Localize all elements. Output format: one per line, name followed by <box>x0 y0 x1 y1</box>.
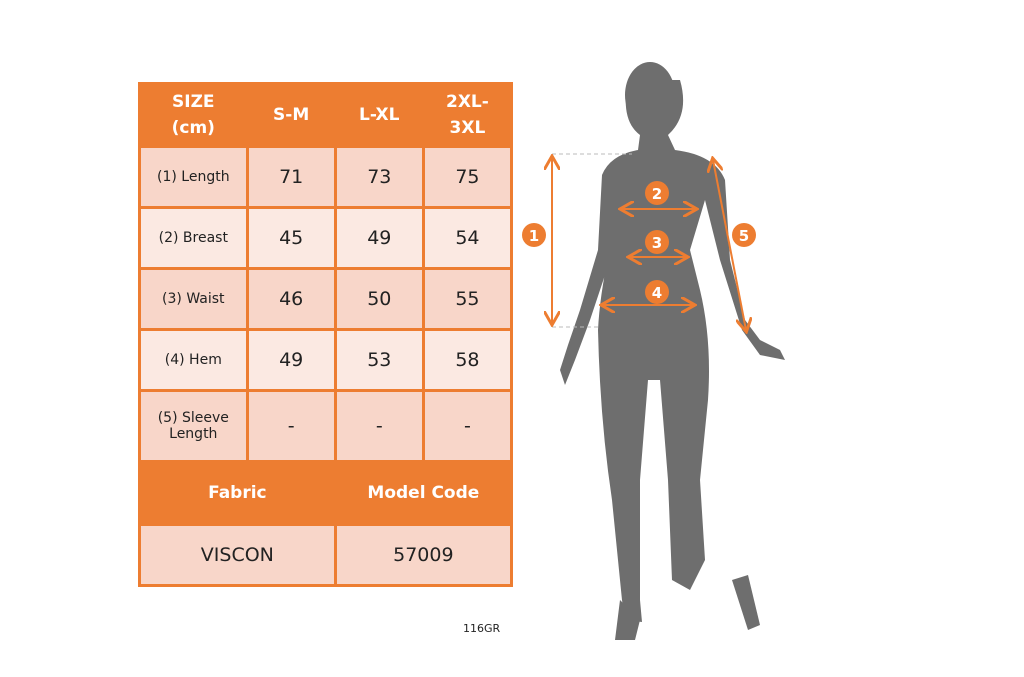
cell: 71 <box>245 145 337 209</box>
row-label: (5) Sleeve Length <box>138 389 249 463</box>
cell: 54 <box>421 206 514 270</box>
header-s-m: S-M <box>245 82 337 148</box>
markers: 1 2 3 4 5 <box>522 181 756 304</box>
row-label: (4) Hem <box>138 328 249 392</box>
product-code: 116GR <box>463 622 501 635</box>
cell: 46 <box>245 267 337 331</box>
marker-2: 2 <box>652 185 662 203</box>
table-row: (4) Hem 49 53 58 <box>138 328 514 392</box>
size-chart-table: SIZE (cm) S-M L-XL 2XL- 3XL (1) Length 7… <box>138 82 514 587</box>
cell: - <box>421 389 514 463</box>
header-l-xl: L-XL <box>333 82 425 148</box>
table-row: (3) Waist 46 50 55 <box>138 267 514 331</box>
header-size: SIZE (cm) <box>138 82 249 148</box>
cell: 50 <box>333 267 425 331</box>
marker-3: 3 <box>652 234 662 252</box>
cell: 75 <box>421 145 514 209</box>
marker-1: 1 <box>529 227 539 245</box>
marker-4: 4 <box>652 284 662 302</box>
row-label: (3) Waist <box>138 267 249 331</box>
marker-5: 5 <box>739 227 749 245</box>
silhouette <box>560 62 785 640</box>
row-label: (1) Length <box>138 145 249 209</box>
sleeve-arrow <box>713 160 746 330</box>
footer-header-row: Fabric Model Code <box>138 460 514 526</box>
cell: 45 <box>245 206 337 270</box>
table-row: (2) Breast 45 49 54 <box>138 206 514 270</box>
cell: 55 <box>421 267 514 331</box>
cell: - <box>245 389 337 463</box>
header-2xl-3xl: 2XL- 3XL <box>421 82 514 148</box>
header-fabric: Fabric <box>138 460 337 526</box>
header-model-code: Model Code <box>333 460 514 526</box>
measurement-lines <box>552 153 746 330</box>
header-row: SIZE (cm) S-M L-XL 2XL- 3XL <box>138 82 514 148</box>
cell: 49 <box>333 206 425 270</box>
cell: 53 <box>333 328 425 392</box>
table-row: (1) Length 71 73 75 <box>138 145 514 209</box>
cell: 58 <box>421 328 514 392</box>
cell: 73 <box>333 145 425 209</box>
table-row: (5) Sleeve Length - - - <box>138 389 514 463</box>
footer-value-row: VISCON 57009 <box>138 523 514 587</box>
fabric-value: VISCON <box>138 523 337 587</box>
cell: 49 <box>245 328 337 392</box>
model-code-value: 57009 <box>333 523 514 587</box>
row-label: (2) Breast <box>138 206 249 270</box>
cell: - <box>333 389 425 463</box>
